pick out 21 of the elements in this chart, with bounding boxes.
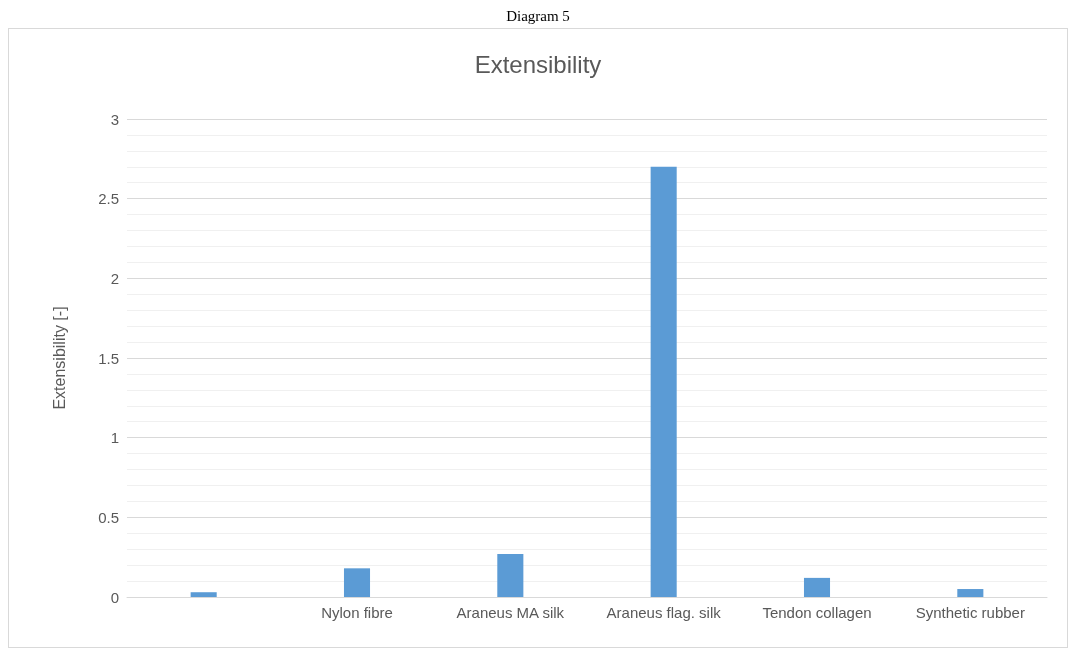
y-axis-title: Extensibility [-] (50, 306, 68, 410)
x-tick-label: Synthetic rubber (915, 604, 1025, 621)
y-tick-label: 2 (110, 269, 119, 287)
bar (957, 589, 984, 597)
y-tick-label: 2.5 (98, 190, 119, 208)
x-tick-label: Araneus MA silk (456, 604, 565, 621)
y-tick-label: 1.5 (98, 349, 119, 367)
y-tick-label: 3 (110, 110, 119, 128)
y-tick-label: 0.5 (98, 508, 119, 526)
bar (650, 166, 677, 597)
bar (343, 568, 371, 597)
x-tick-label: Araneus flag. silk (606, 604, 722, 621)
y-tick-label: 1 (110, 429, 119, 447)
y-tick-label: 0 (110, 588, 119, 606)
bar (190, 592, 217, 597)
chart-title: Extensibility (474, 50, 602, 78)
bar (497, 553, 524, 597)
text: Diagram 5 (505, 8, 571, 26)
x-tick-label: Tendon collagen (762, 604, 872, 621)
x-tick-label: Nylon fibre (321, 604, 393, 621)
bar (803, 577, 831, 597)
